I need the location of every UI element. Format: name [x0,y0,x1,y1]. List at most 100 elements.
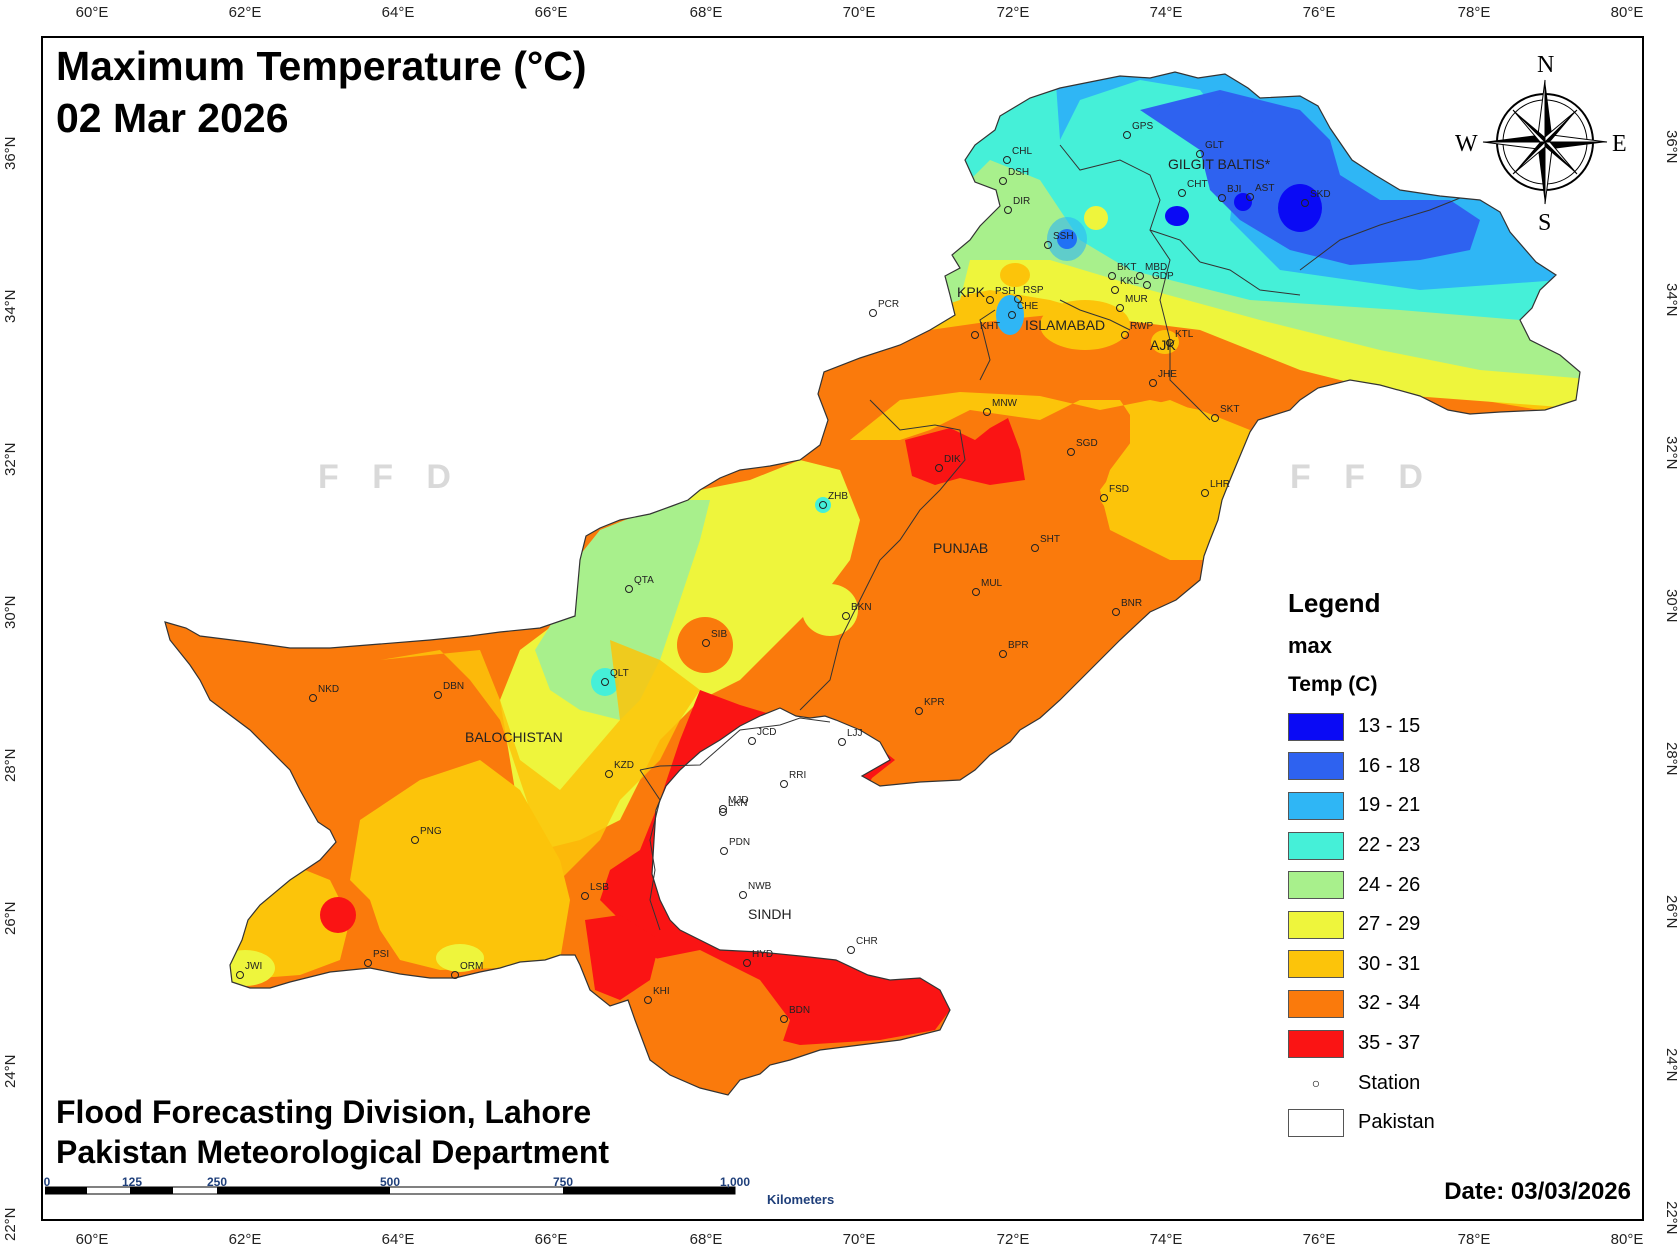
station-label: ZHB [828,491,848,502]
lon-tick-label: 62°E [228,1231,262,1248]
legend-pakistan-item: Pakistan [1288,1103,1618,1143]
station-label: SIB [711,629,727,640]
station-marker [999,177,1007,185]
station-marker [819,501,827,509]
station-marker [1218,194,1226,202]
lon-tick-label: 72°E [996,1231,1030,1248]
lon-tick-label: 68°E [689,1231,723,1248]
compass-n: N [1537,52,1554,78]
lat-tick-label: 32°N [2,442,19,476]
lat-tick-label: 36°N [2,136,19,170]
scale-unit: Kilometers [767,1192,835,1207]
station-marker [869,309,877,317]
lon-tick-label: 68°E [689,4,723,21]
lat-tick-label: 24°N [1663,1048,1680,1082]
legend-item: 22 - 23 [1288,826,1618,866]
lon-tick-label: 72°E [996,4,1030,21]
station-marker [625,585,633,593]
station-marker [1211,414,1219,422]
station-label: DSH [1008,167,1029,178]
station-label: ORM [460,961,483,972]
legend-swatch [1288,791,1344,820]
station-marker [702,639,710,647]
station-label: GDP [1152,271,1174,282]
legend-label: 30 - 31 [1358,952,1421,975]
pakistan-swatch [1288,1108,1344,1137]
lon-tick-label: 64°E [381,1231,415,1248]
station-marker [1149,379,1157,387]
lat-tick-label: 30°N [1663,589,1680,623]
station-label: DBN [443,681,464,692]
legend-swatch [1288,1029,1344,1058]
legend-field: max [1288,633,1333,658]
station-marker [915,707,923,715]
legend-item: 19 - 21 [1288,786,1618,826]
station-marker [1008,311,1016,319]
lon-tick-label: 76°E [1302,4,1336,21]
station-marker [1246,193,1254,201]
station-marker [743,959,751,967]
legend-station-item: ○ Station [1288,1063,1618,1103]
lon-tick-label: 60°E [75,4,109,21]
station-marker [236,971,244,979]
lat-tick-label: 26°N [2,901,19,935]
station-marker [411,836,419,844]
lat-tick-label: 24°N [2,1054,19,1088]
scale-tick-label: 750 [552,1175,574,1189]
lon-tick-label: 70°E [842,1231,876,1248]
legend-item: 35 - 37 [1288,1024,1618,1064]
station-marker [1196,150,1204,158]
legend-label: 24 - 26 [1358,873,1421,896]
station-label: KHI [653,986,670,997]
station-marker [935,464,943,472]
legend-pakistan-label: Pakistan [1358,1111,1435,1134]
station-label: BKN [851,602,872,613]
station-label: KKL [1120,276,1139,287]
station-marker [1112,608,1120,616]
legend-swatch [1288,910,1344,939]
station-marker [838,738,846,746]
legend-item: 13 - 15 [1288,707,1618,747]
legend-title: Legend [1288,588,1381,618]
scale-bar [45,1186,736,1195]
station-label: JWI [245,961,262,972]
station-label: BKT [1117,262,1136,273]
station-label: DIR [1013,196,1030,207]
station-marker [847,946,855,954]
lat-tick-label: 32°N [1663,436,1680,470]
legend-swatch [1288,950,1344,979]
station-symbol-icon: ○ [1311,1075,1321,1092]
station-label: PDN [729,837,750,848]
station-marker [748,737,756,745]
station-label: BDN [789,1005,810,1016]
credit-line2: Pakistan Meteorological Department [56,1134,610,1170]
station-label: KHT [980,321,1000,332]
watermark-right: F F D [1290,458,1435,496]
station-label: NKD [318,684,339,695]
legend-swatch [1288,871,1344,900]
station-label: JCD [757,727,776,738]
region-balochistan: BALOCHISTAN [465,729,563,745]
station-label: HYD [752,949,773,960]
station-marker [983,408,991,416]
station-label: SGD [1076,438,1098,449]
lat-tick-label: 28°N [2,748,19,782]
lat-tick-label: 30°N [2,595,19,629]
station-label: BJI [1227,184,1241,195]
lat-tick-label: 22°N [1663,1201,1680,1235]
station-label: MBD [1145,262,1167,273]
station-label: PSH [995,286,1016,297]
lon-tick-label: 78°E [1457,1231,1491,1248]
region-kpk: KPK [957,284,986,300]
station-marker [1014,295,1022,303]
lon-tick-label: 78°E [1457,4,1491,21]
lat-tick-label: 34°N [2,289,19,323]
lat-tick-label: 34°N [1663,283,1680,317]
station-marker [780,1015,788,1023]
legend-swatch [1288,712,1344,741]
station-label: CHL [1012,146,1032,157]
pakistan-boundary [164,71,1581,1096]
legend-swatch [1288,831,1344,860]
compass-e: E [1612,131,1627,157]
station-marker [1004,206,1012,214]
